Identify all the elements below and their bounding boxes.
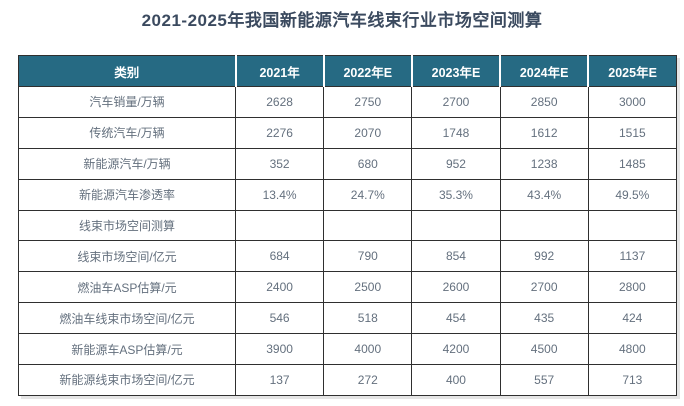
value-cell: 2400 — [234, 271, 325, 304]
table-row: 传统汽车/万辆 2276 2070 1748 1612 1515 — [18, 116, 677, 149]
table-row: 燃油车线束市场空间/亿元 546 518 454 435 424 — [18, 302, 677, 335]
value-cell: 2800 — [587, 271, 677, 304]
row-label: 线束市场空间测算 — [18, 209, 236, 242]
row-label: 汽车销量/万辆 — [18, 86, 236, 118]
column-header-year: 2024年E — [499, 55, 589, 87]
column-header-year: 2022年E — [322, 55, 412, 87]
value-cell: 518 — [323, 302, 413, 335]
value-cell: 13.4% — [234, 178, 325, 211]
value-cell: 137 — [234, 364, 325, 396]
row-label: 线束市场空间/亿元 — [18, 240, 236, 273]
value-cell: 2700 — [499, 271, 589, 304]
value-cell: 854 — [411, 240, 501, 273]
market-space-table: 类别 2021年 2022年E 2023年E 2024年E 2025年E 汽车销量/万辆 2… — [18, 55, 677, 396]
table-row: 燃油车ASP估算/元 2400 2500 2600 2700 2800 — [18, 271, 677, 304]
value-cell — [587, 209, 677, 242]
table-row: 汽车销量/万辆 2628 2750 2700 2850 3000 — [18, 86, 677, 118]
value-cell: 1612 — [499, 116, 589, 149]
value-cell — [323, 209, 413, 242]
column-header-year: 2023年E — [410, 55, 501, 87]
value-cell: 680 — [323, 147, 413, 180]
value-cell: 952 — [411, 147, 501, 180]
value-cell: 2628 — [234, 86, 325, 118]
value-cell: 3000 — [587, 86, 677, 118]
value-cell: 684 — [234, 240, 325, 273]
value-cell: 1238 — [499, 147, 589, 180]
value-cell: 35.3% — [411, 178, 501, 211]
value-cell: 1137 — [587, 240, 677, 273]
value-cell — [234, 209, 325, 242]
value-cell: 992 — [499, 240, 589, 273]
value-cell: 352 — [234, 147, 325, 180]
column-header-category: 类别 — [18, 55, 236, 87]
value-cell: 4000 — [323, 333, 413, 366]
table-row: 线束市场空间测算 — [18, 209, 677, 242]
value-cell — [499, 209, 589, 242]
table-row: 线束市场空间/亿元 684 790 854 992 1137 — [18, 240, 677, 273]
value-cell: 400 — [411, 364, 501, 396]
value-cell: 1485 — [587, 147, 677, 180]
value-cell: 435 — [499, 302, 589, 335]
value-cell: 4800 — [587, 333, 677, 366]
value-cell: 546 — [234, 302, 325, 335]
value-cell: 713 — [587, 364, 677, 396]
value-cell: 454 — [411, 302, 501, 335]
row-label: 新能源车ASP估算/元 — [18, 333, 236, 366]
value-cell: 1748 — [411, 116, 501, 149]
value-cell: 2700 — [411, 86, 501, 118]
value-cell: 2070 — [323, 116, 413, 149]
value-cell: 272 — [323, 364, 413, 396]
value-cell: 1515 — [587, 116, 677, 149]
value-cell: 557 — [499, 364, 589, 396]
value-cell — [411, 209, 501, 242]
value-cell: 790 — [323, 240, 413, 273]
value-cell: 2276 — [234, 116, 325, 149]
value-cell: 2600 — [411, 271, 501, 304]
value-cell: 24.7% — [323, 178, 413, 211]
value-cell: 4500 — [499, 333, 589, 366]
value-cell: 4200 — [411, 333, 501, 366]
value-cell: 2500 — [323, 271, 413, 304]
table-row: 新能源车ASP估算/元 3900 4000 4200 4500 4800 — [18, 333, 677, 366]
value-cell: 2750 — [323, 86, 413, 118]
row-label: 新能源汽车渗透率 — [18, 178, 236, 211]
table-header-row: 类别 2021年 2022年E 2023年E 2024年E 2025年E — [18, 55, 677, 87]
table-header: 类别 2021年 2022年E 2023年E 2024年E 2025年E — [18, 55, 677, 87]
table-row: 新能源汽车渗透率 13.4% 24.7% 35.3% 43.4% 49.5% — [18, 178, 677, 211]
value-cell: 3900 — [234, 333, 325, 366]
row-label: 新能源汽车/万辆 — [18, 147, 236, 180]
row-label: 燃油车ASP估算/元 — [18, 271, 236, 304]
page-title: 2021-2025年我国新能源汽车线束行业市场空间测算 — [141, 11, 543, 30]
table-body: 汽车销量/万辆 2628 2750 2700 2850 3000 传统汽车/万辆 2276 20… — [18, 86, 677, 396]
row-label: 传统汽车/万辆 — [18, 116, 236, 149]
column-header-year: 2021年 — [234, 55, 324, 87]
row-label: 燃油车线束市场空间/亿元 — [18, 302, 236, 335]
value-cell: 43.4% — [499, 178, 589, 211]
table-row: 新能源线束市场空间/亿元 137 272 400 557 713 — [18, 364, 677, 396]
value-cell: 2850 — [499, 86, 589, 118]
value-cell: 49.5% — [587, 178, 677, 211]
table-row: 新能源汽车/万辆 352 680 952 1238 1485 — [18, 147, 677, 180]
row-label: 新能源线束市场空间/亿元 — [18, 364, 236, 396]
value-cell: 424 — [587, 302, 677, 335]
column-header-year: 2025年E — [587, 55, 677, 87]
